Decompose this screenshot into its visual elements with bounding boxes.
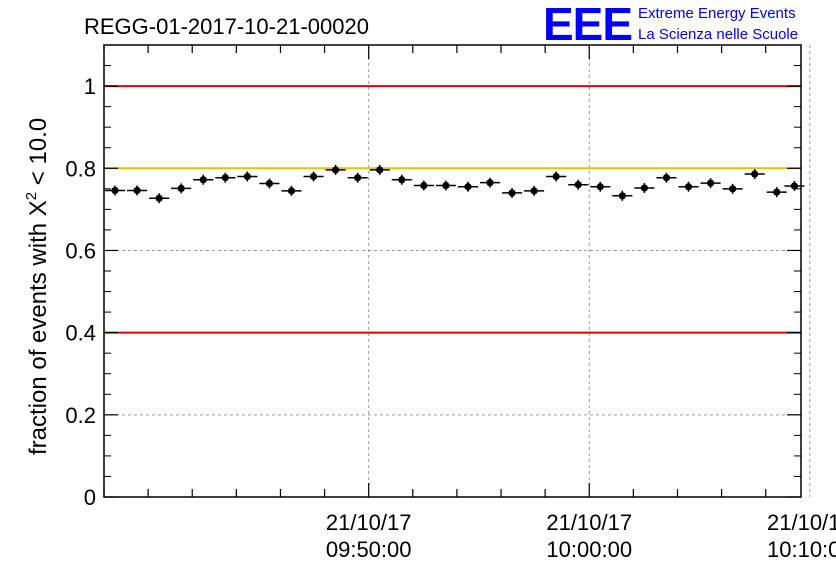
point-marker: [155, 194, 163, 202]
point-marker: [486, 179, 494, 187]
point-marker: [773, 188, 781, 196]
data-point: [656, 172, 677, 183]
data-point: [479, 177, 501, 188]
data-point: [259, 178, 280, 189]
y-tick-label: 0.8: [65, 156, 96, 181]
x-tick-label-date: 21/10/17: [767, 510, 836, 535]
point-marker: [552, 172, 560, 181]
point-marker: [354, 174, 362, 182]
data-point: [127, 185, 148, 196]
axes: 00.20.40.60.8121/10/1709:50:0021/10/1710…: [65, 44, 836, 562]
point-marker: [309, 172, 318, 181]
point-marker: [751, 170, 759, 178]
point-marker: [640, 184, 648, 192]
data-point: [678, 181, 699, 192]
point-marker: [596, 183, 604, 191]
point-marker: [111, 186, 119, 195]
y-axis-label: fraction of events with X2 < 10.0: [23, 118, 52, 455]
logo-mark: EEE: [543, 0, 632, 50]
x-tick-label-date: 21/10/17: [326, 510, 412, 535]
data-point: [700, 178, 721, 189]
point-marker: [729, 185, 737, 193]
data-point: [612, 190, 633, 201]
data-point: [303, 171, 324, 182]
data-point: [568, 179, 589, 190]
point-marker: [398, 176, 406, 184]
point-marker: [790, 182, 798, 190]
y-tick-label: 0.6: [65, 238, 96, 263]
data-point: [149, 193, 170, 204]
x-tick-label-date: 21/10/17: [546, 510, 632, 535]
logo-line-1: Extreme Energy Events: [638, 5, 796, 22]
point-marker: [464, 183, 472, 191]
data-point: [722, 183, 743, 194]
eee-logo: EEE Extreme Energy Events La Scienza nel…: [543, 0, 798, 50]
data-point: [766, 187, 787, 198]
point-marker: [420, 181, 428, 190]
point-marker: [442, 181, 450, 190]
data-point: [391, 174, 412, 185]
y-tick-label: 0.4: [65, 321, 96, 346]
data-point: [634, 182, 655, 193]
data-point: [435, 180, 456, 191]
point-marker: [133, 186, 141, 195]
point-marker: [530, 187, 538, 195]
data-point: [502, 187, 523, 198]
y-axis-label-prefix: fraction of events with: [25, 216, 52, 455]
point-marker: [177, 184, 185, 193]
data-point: [105, 185, 126, 196]
x-tick-label-time: 10:00:00: [546, 537, 632, 562]
point-marker: [199, 176, 207, 184]
data-point: [215, 172, 236, 183]
data-point: [413, 180, 434, 191]
data-point: [347, 172, 368, 183]
y-tick-label: 0: [84, 485, 96, 510]
point-marker: [287, 187, 296, 195]
x-tick-label-time: 09:50:00: [326, 537, 412, 562]
y-tick-label: 1: [84, 74, 96, 99]
data-point: [457, 181, 478, 192]
data-point: [369, 164, 390, 175]
data-point: [193, 174, 214, 185]
chart-title: REGG-01-2017-10-21-00020: [84, 14, 369, 39]
logo-line-2: La Scienza nelle Scuole: [638, 26, 798, 43]
data-point: [171, 183, 192, 194]
point-marker: [221, 174, 229, 182]
point-marker: [376, 166, 384, 174]
data-point: [590, 181, 611, 192]
point-marker: [243, 172, 251, 181]
data-points: [105, 164, 805, 204]
data-point: [281, 185, 302, 196]
y-axis-label-sup: 2: [23, 192, 40, 200]
data-point: [524, 185, 545, 196]
grid: [104, 45, 811, 497]
point-marker: [331, 166, 340, 174]
point-marker: [662, 174, 671, 182]
data-point: [546, 171, 567, 182]
y-tick-label: 0.2: [65, 403, 96, 428]
point-marker: [706, 179, 715, 187]
point-marker: [684, 183, 693, 191]
x-tick-label-time: 10:10:00: [767, 537, 836, 562]
point-marker: [574, 181, 582, 189]
plot-frame: [103, 44, 802, 498]
point-marker: [508, 189, 516, 197]
y-axis-label-chi: X: [25, 200, 52, 216]
data-point: [744, 169, 765, 180]
threshold-lines: [104, 85, 801, 334]
data-point: [325, 164, 346, 175]
data-point: [237, 171, 258, 182]
point-marker: [618, 192, 626, 200]
point-marker: [265, 179, 274, 188]
y-axis-label-suffix: < 10.0: [25, 118, 52, 192]
